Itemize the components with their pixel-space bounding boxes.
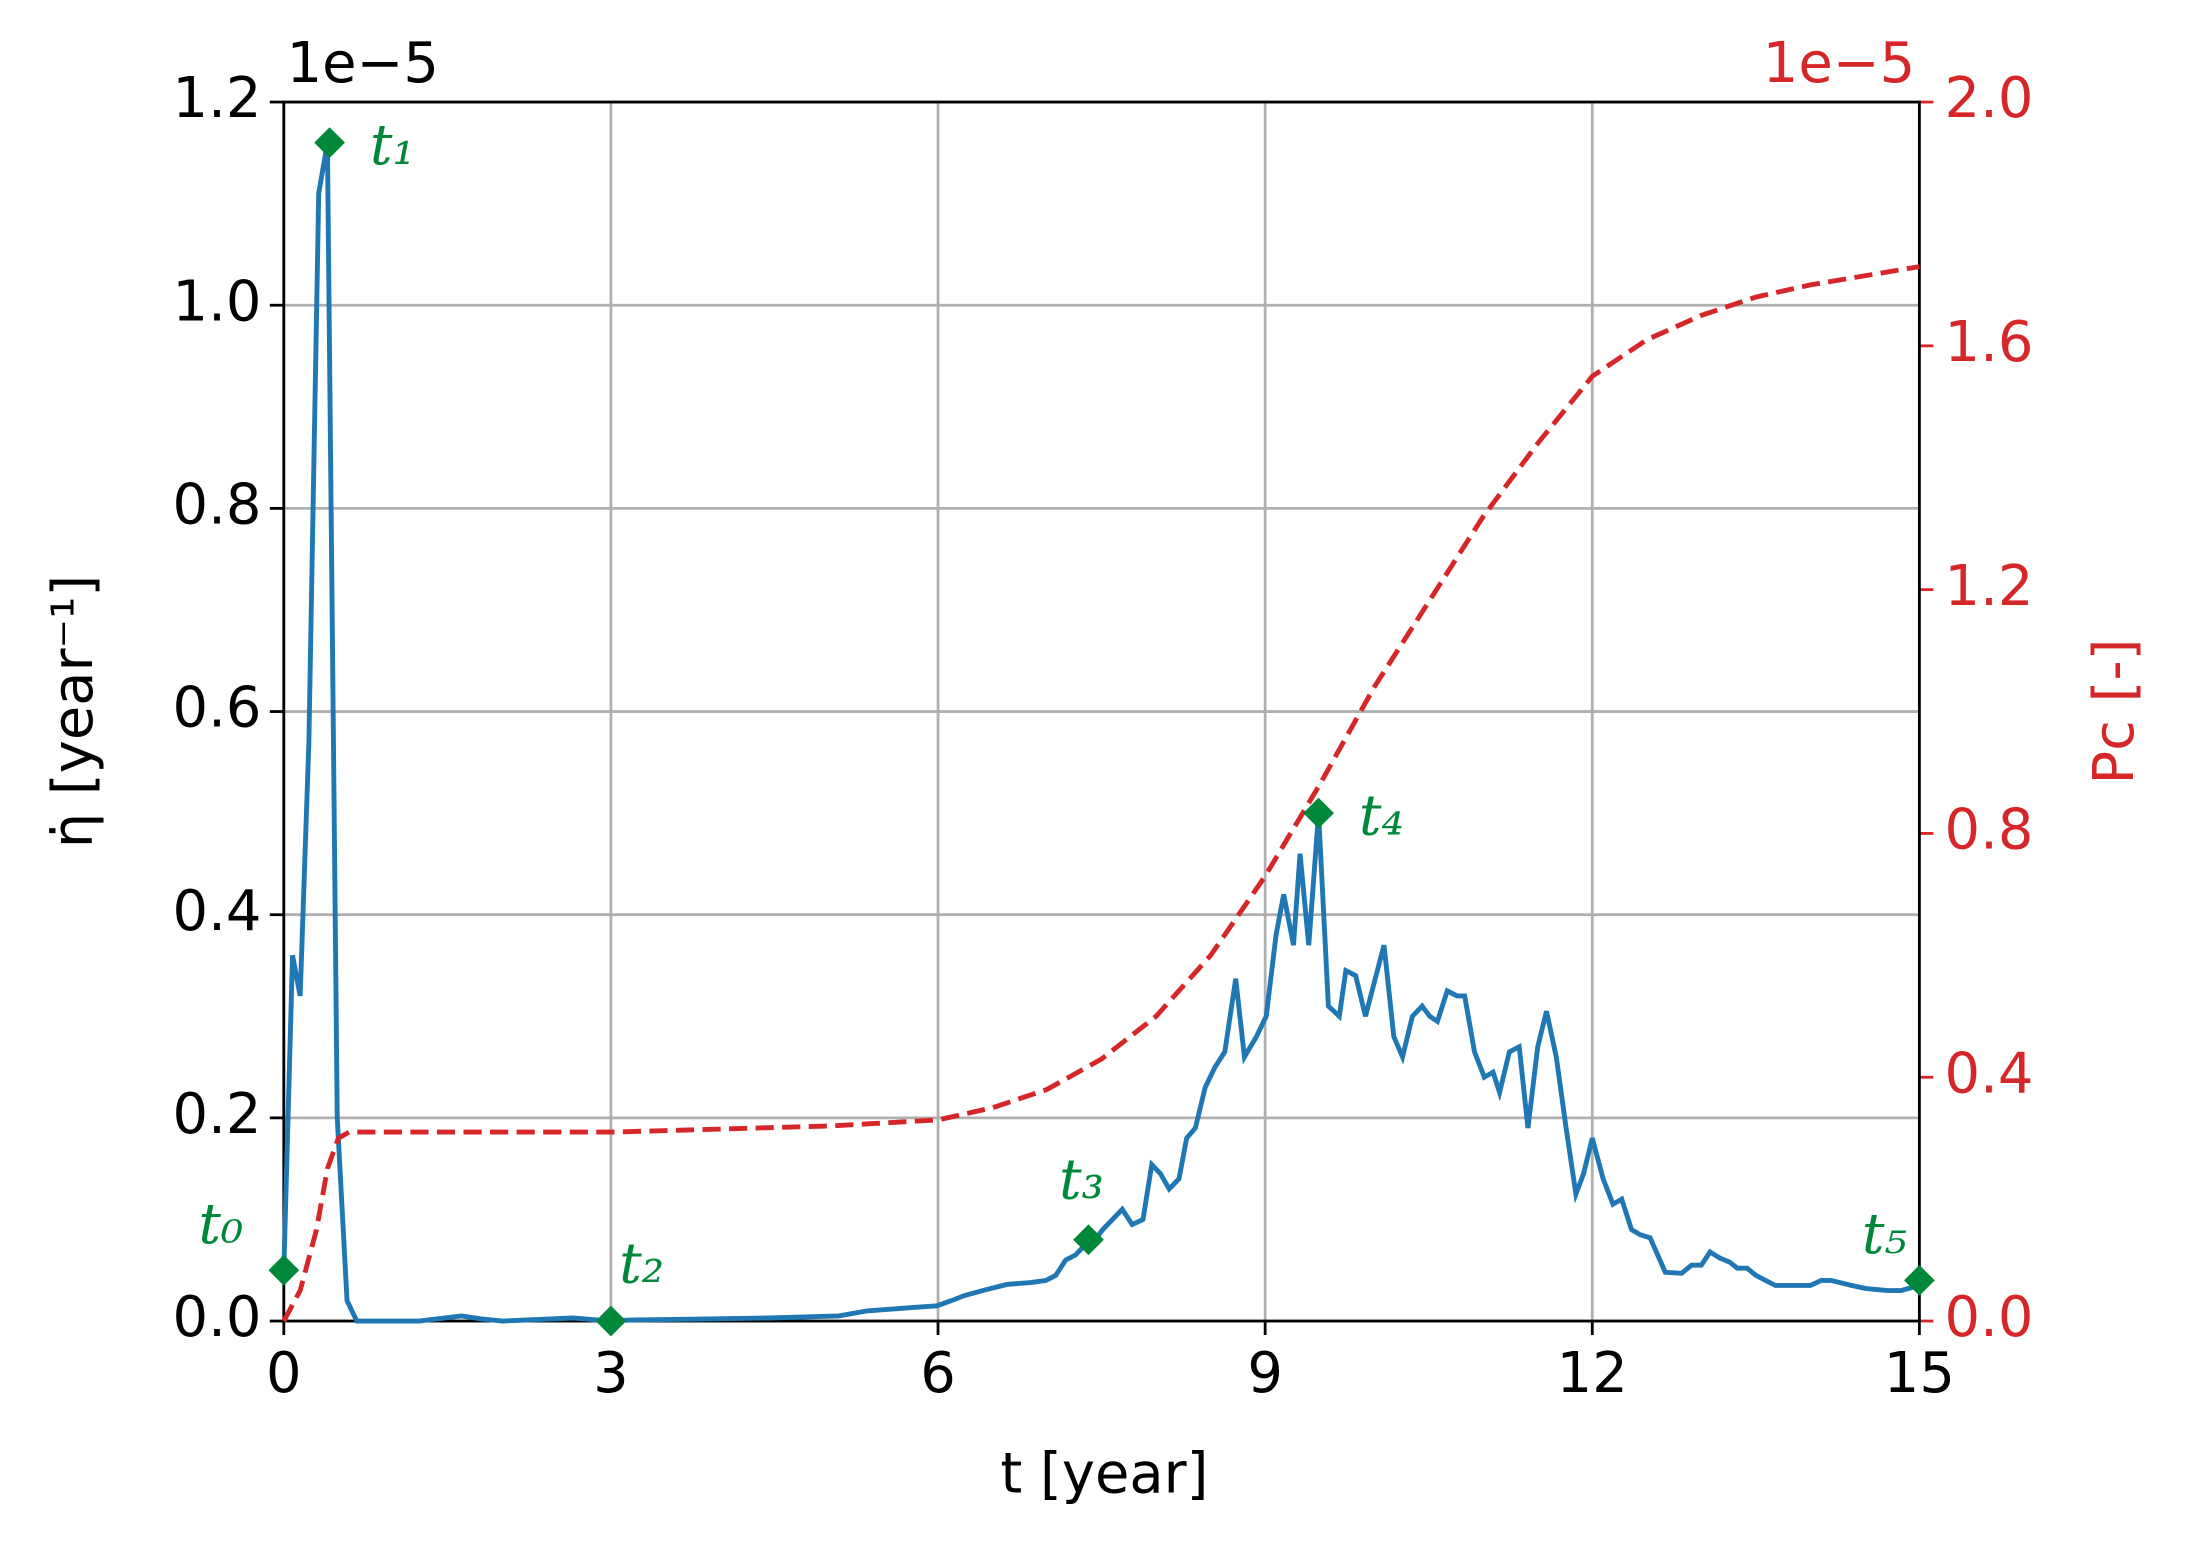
y2-tick-label: 1.2 xyxy=(1945,554,2034,619)
x-tick-label: 3 xyxy=(593,1341,629,1406)
y2-tick-label: 0.0 xyxy=(1945,1285,2034,1350)
y-tick-label: 0.6 xyxy=(173,676,262,741)
marker-label: t₄ xyxy=(1359,784,1404,849)
marker-label: t₁ xyxy=(370,113,415,178)
marker-label: t₂ xyxy=(619,1231,664,1296)
x-tick-label: 0 xyxy=(266,1341,302,1406)
x-tick-label: 12 xyxy=(1557,1341,1628,1406)
y-axis-label: η̇ [year⁻¹] xyxy=(41,575,106,848)
marker xyxy=(1904,1265,1935,1296)
marker-label: t₅ xyxy=(1862,1202,1907,1267)
marker-label: t₃ xyxy=(1059,1147,1104,1212)
y2-tick-label: 1.6 xyxy=(1945,310,2034,375)
marker xyxy=(1073,1224,1104,1256)
y-offset-text: 1e−5 xyxy=(287,31,439,96)
plot-frame xyxy=(282,100,1921,1323)
marker xyxy=(314,127,345,159)
y-tick-label: 0.0 xyxy=(173,1285,262,1350)
series-line xyxy=(281,264,1920,1323)
series-line xyxy=(281,142,1921,1324)
y2-offset-text: 1e−5 xyxy=(1763,31,1915,96)
marker-label: t₀ xyxy=(198,1192,243,1257)
y-tick-label: 1.0 xyxy=(173,269,262,334)
y-tick-label: 0.2 xyxy=(173,1082,262,1147)
x-axis-label: t [year] xyxy=(1000,1442,1208,1507)
y2-axis-label: Pc [-] xyxy=(2082,639,2147,785)
x-tick-label: 15 xyxy=(1884,1341,1955,1406)
marker xyxy=(595,1305,627,1337)
y-tick-label: 1.2 xyxy=(173,66,262,131)
y2-tick-label: 2.0 xyxy=(1945,66,2034,131)
marker xyxy=(1303,797,1334,829)
y2-tick-label: 0.4 xyxy=(1945,1041,2034,1106)
y2-tick-label: 0.8 xyxy=(1945,798,2034,863)
y-tick-label: 0.8 xyxy=(173,473,262,538)
y-tick-label: 0.4 xyxy=(173,879,262,944)
marker xyxy=(268,1254,300,1286)
x-tick-label: 9 xyxy=(1247,1341,1283,1406)
x-tick-label: 6 xyxy=(920,1341,956,1406)
